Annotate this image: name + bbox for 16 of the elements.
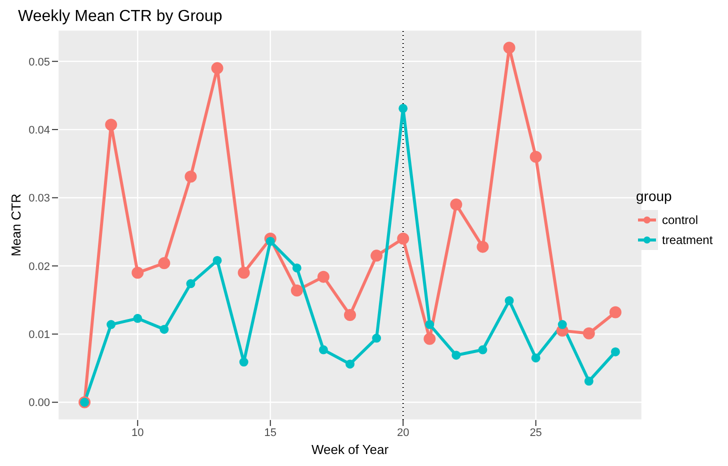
y-tick-label: 0.02 [28, 260, 50, 273]
y-tick-label: 0.04 [28, 124, 50, 136]
y-tick-label: 0.05 [28, 56, 50, 68]
y-axis-title: Mean CTR [8, 194, 24, 256]
chart-title: Weekly Mean CTR by Group [18, 8, 222, 26]
y-tick-label: 0.01 [28, 328, 50, 341]
legend-label: treatment [662, 233, 713, 247]
x-axis-title: Week of Year [311, 442, 390, 457]
legend-title: group [636, 188, 673, 204]
y-tick-label: 0.00 [28, 397, 50, 410]
x-tick-label: 15 [264, 426, 276, 439]
x-tick-label: 25 [530, 426, 542, 439]
x-tick-label: 20 [396, 426, 410, 439]
legend-label: control [662, 213, 698, 227]
y-tick-label: 0.03 [28, 192, 50, 205]
x-tick-label: 10 [132, 426, 144, 439]
